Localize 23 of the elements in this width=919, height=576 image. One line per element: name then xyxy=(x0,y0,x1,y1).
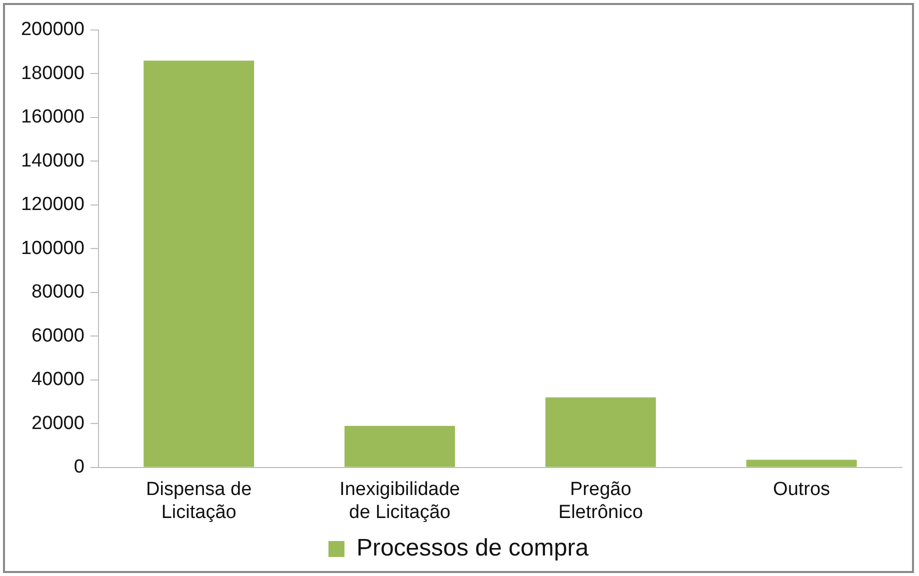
y-tick-label: 200000 xyxy=(20,19,84,40)
y-tick-label: 180000 xyxy=(20,62,84,84)
category-label: de Licitação xyxy=(349,502,450,523)
x-tick-label: Outros xyxy=(773,479,830,500)
legend-label: Processos de compra xyxy=(356,534,590,562)
bar xyxy=(746,460,857,467)
category-label: Inexigibilidade xyxy=(340,479,460,500)
category-label: Eletrônico xyxy=(558,502,643,523)
y-tick-label: 80000 xyxy=(32,282,84,303)
y-tick-label: 160000 xyxy=(20,106,84,128)
category-label: Licitação xyxy=(161,502,236,523)
category-label: Pregão xyxy=(570,479,632,500)
y-tick-label: 40000 xyxy=(32,369,84,390)
y-tick-label: 60000 xyxy=(32,325,84,346)
bar xyxy=(545,397,656,467)
y-tick-label: 120000 xyxy=(20,194,84,216)
y-tick-label: 140000 xyxy=(20,150,84,172)
category-label: Dispensa de xyxy=(146,479,252,500)
y-tick-label: 100000 xyxy=(20,238,84,259)
y-tick-label: 20000 xyxy=(32,412,84,434)
bar xyxy=(144,60,254,467)
bar xyxy=(344,426,455,467)
y-tick-label: 0 xyxy=(74,456,84,478)
